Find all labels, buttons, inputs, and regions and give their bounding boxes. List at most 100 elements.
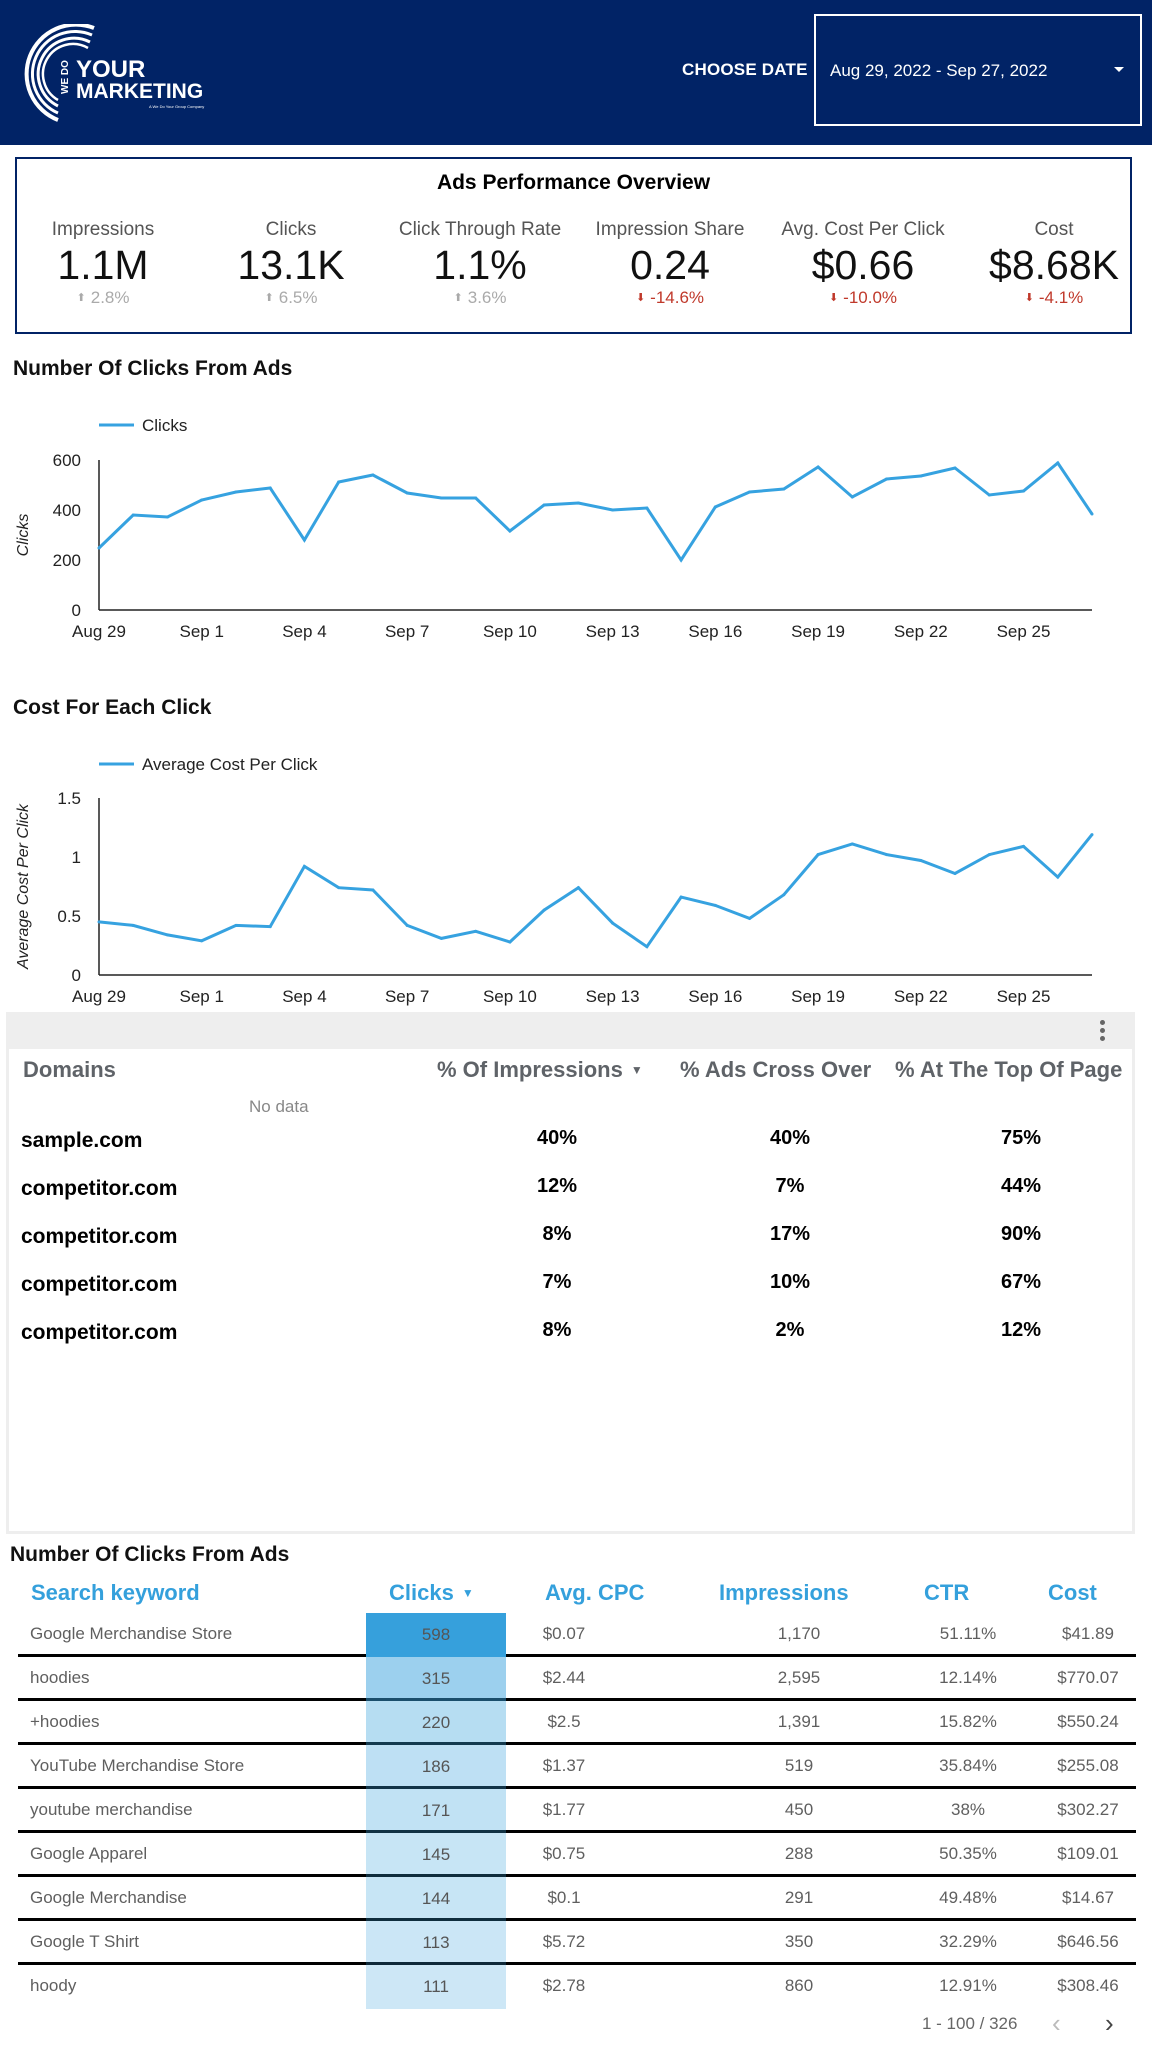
avg-cpc-cell: $1.37 — [542, 1756, 586, 1775]
data-point — [268, 486, 272, 490]
data-point — [645, 945, 649, 949]
domain-top-of-page-value: 67% — [1000, 1271, 1042, 1293]
x-tick-label: Sep 10 — [483, 622, 537, 641]
data-point — [200, 939, 204, 943]
keyword-cell: Google Merchandise — [30, 1888, 187, 1907]
more-options-icon[interactable] — [1100, 1020, 1106, 1042]
data-point — [165, 515, 169, 519]
domain-cross-over-value: 7% — [775, 1175, 805, 1197]
kpi-delta-value: 6.5% — [278, 288, 318, 307]
keyword-table-row[interactable]: hoody 111 $2.78 860 12.91% $308.46 — [18, 1965, 1136, 2009]
kpi-value: $0.66 — [811, 242, 915, 288]
data-point — [748, 916, 752, 920]
data-point — [234, 923, 238, 927]
impressions-cell: 291 — [784, 1888, 814, 1907]
col-header-impressions[interactable]: % Of Impressions ▼ — [437, 1057, 643, 1083]
kpi-value: 0.24 — [630, 242, 710, 288]
col-header-keyword[interactable]: Search keyword — [31, 1580, 200, 1605]
prev-page-button[interactable]: ‹ — [1052, 2008, 1061, 2038]
clicks-heat-cell: 145 — [366, 1833, 506, 1877]
cost-cell: $302.27 — [1057, 1800, 1119, 1819]
domain-cross-over-value: 17% — [769, 1223, 811, 1245]
ctr-cell: 15.82% — [939, 1712, 997, 1731]
series-line-average-cost-per-click — [98, 833, 1094, 949]
keyword-table-row[interactable]: hoodies 315 $2.44 2,595 12.14% $770.07 — [18, 1657, 1136, 1701]
domain-name: sample.com — [21, 1129, 143, 1152]
clicks-heat-cell: 144 — [366, 1877, 506, 1921]
kpi-delta-value: 3.6% — [467, 288, 507, 307]
sort-desc-icon: ▼ — [461, 1586, 474, 1600]
data-point — [679, 895, 683, 899]
keyword-table-row[interactable]: +hoodies 220 $2.5 1,391 15.82% $550.24 — [18, 1701, 1136, 1745]
data-point — [713, 505, 717, 509]
x-tick-label: Sep 16 — [688, 622, 742, 641]
domain-top-of-page-value: 75% — [1000, 1127, 1042, 1149]
avg-cpc-cell: $2.5 — [547, 1712, 581, 1731]
arrow-up-icon: ⬆ — [453, 292, 463, 304]
data-point — [1056, 461, 1060, 465]
clicks-heat-cell: 598 — [366, 1613, 506, 1657]
data-point — [97, 546, 101, 550]
impressions-cell: 519 — [784, 1756, 814, 1775]
avg-cpc-cell: $5.72 — [542, 1932, 586, 1951]
data-point — [953, 466, 957, 470]
data-point — [645, 506, 649, 510]
keyword-table-title: Number Of Clicks From Ads — [10, 1543, 290, 1566]
col-header-impressions[interactable]: Impressions — [719, 1580, 849, 1605]
col-header-cross-over[interactable]: % Ads Cross Over — [680, 1057, 872, 1082]
keyword-cell: +hoodies — [30, 1712, 100, 1731]
cost-cell: $109.01 — [1057, 1844, 1119, 1863]
kpi-label: Clicks — [265, 219, 317, 240]
legend-label: Clicks — [142, 416, 187, 435]
legend-label: Average Cost Per Click — [142, 755, 318, 774]
kpi-value: 13.1K — [237, 242, 345, 288]
data-point — [268, 925, 272, 929]
col-header-domains[interactable]: Domains — [23, 1057, 116, 1082]
kpi-impression-share: Impression Share 0.24 ⬇ -14.6% — [575, 219, 765, 308]
col-header-clicks[interactable]: Clicks ▼ — [389, 1580, 474, 1606]
y-tick-label: 400 — [53, 501, 81, 520]
col-header-ctr[interactable]: CTR — [924, 1580, 970, 1605]
arrow-down-icon: ⬇ — [1024, 292, 1034, 304]
data-point — [885, 477, 889, 481]
col-header-top-of-page[interactable]: % At The Top Of Page — [895, 1057, 1123, 1082]
keyword-cell: youtube merchandise — [30, 1800, 193, 1819]
choose-date-label: CHOOSE DATE — [682, 60, 808, 79]
data-point — [371, 888, 375, 892]
avg-cpc-cell: $0.07 — [542, 1624, 586, 1643]
kpi-delta-value: -4.1% — [1038, 288, 1084, 307]
clicks-line-chart: Clicks 0 200 400 600 Aug 29 Sep 1 Sep 4 Sep 7 Sep… — [0, 400, 1152, 650]
ctr-cell: 35.84% — [939, 1756, 997, 1775]
data-point — [131, 923, 135, 927]
ctr-cell: 32.29% — [939, 1932, 997, 1951]
kpi-label: Avg. Cost Per Click — [781, 219, 945, 240]
kpi-delta: ⬇ -4.1% — [959, 288, 1149, 308]
data-point — [337, 886, 341, 890]
date-range-picker[interactable]: Aug 29, 2022 - Sep 27, 2022 — [814, 14, 1142, 126]
cost-cell: $646.56 — [1057, 1932, 1119, 1951]
x-tick-label: Sep 7 — [385, 622, 429, 641]
col-header-cost[interactable]: Cost — [1048, 1580, 1097, 1605]
keyword-cell: hoodies — [30, 1668, 90, 1687]
ctr-cell: 51.11% — [939, 1624, 997, 1643]
impressions-cell: 860 — [784, 1976, 814, 1995]
keyword-table-row[interactable]: Google Merchandise Store 598 $0.07 1,170 51.… — [18, 1613, 1136, 1657]
cost-cell: $14.67 — [1062, 1888, 1114, 1907]
kpi-clicks: Clicks 13.1K ⬆ 6.5% — [196, 219, 386, 308]
kpi-value: 1.1% — [433, 242, 527, 288]
domains-table-card: Domains % Of Impressions ▼ % Ads Cross Ov… — [6, 1012, 1135, 1534]
domain-name: competitor.com — [21, 1273, 178, 1296]
keyword-table-row[interactable]: youtube merchandise 171 $1.77 450 38% $302.27 — [18, 1789, 1136, 1833]
x-tick-label: Sep 22 — [894, 622, 948, 641]
kpi-delta-value: 2.8% — [90, 288, 130, 307]
next-page-button[interactable]: › — [1105, 2008, 1114, 2038]
keyword-table-row[interactable]: Google Apparel 145 $0.75 288 50.35% $109.01 — [18, 1833, 1136, 1877]
ctr-cell: 12.91% — [939, 1976, 997, 1995]
kpi-label: Impressions — [51, 219, 155, 240]
logo-marketing: MARKETING — [76, 80, 203, 103]
col-header-avg-cpc[interactable]: Avg. CPC — [545, 1580, 645, 1605]
keyword-table-row[interactable]: Google Merchandise 144 $0.1 291 49.48% $14.67 — [18, 1877, 1136, 1921]
clicks-heat-cell: 315 — [366, 1657, 506, 1701]
keyword-table-row[interactable]: Google T Shirt 113 $5.72 350 32.29% $646.56 — [18, 1921, 1136, 1965]
keyword-table-row[interactable]: YouTube Merchandise Store 186 $1.37 519 35.8… — [18, 1745, 1136, 1789]
